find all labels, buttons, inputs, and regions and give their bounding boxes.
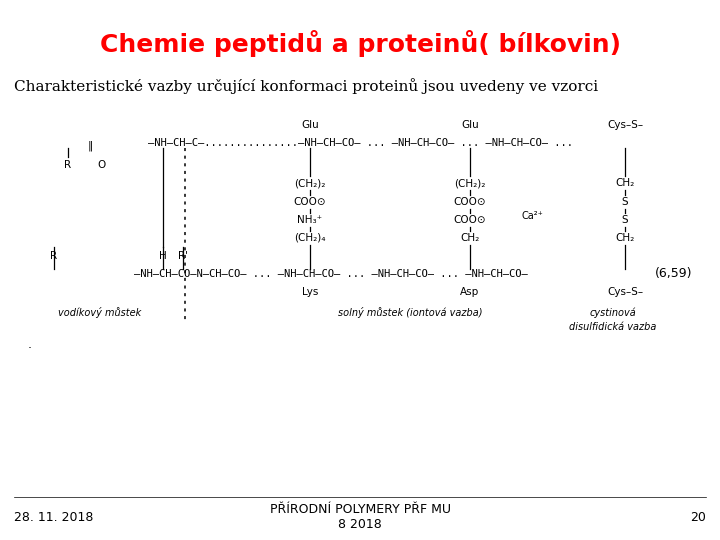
Text: S: S (621, 197, 629, 207)
Text: Asp: Asp (460, 287, 480, 297)
Text: CH₂: CH₂ (616, 178, 634, 188)
Text: ‖: ‖ (87, 141, 93, 151)
Text: PŘÍRODNÍ POLYMERY PŘF MU
8 2018: PŘÍRODNÍ POLYMERY PŘF MU 8 2018 (269, 503, 451, 531)
Text: Cys–S–: Cys–S– (607, 120, 643, 130)
Text: R: R (50, 251, 58, 261)
Text: CH₂: CH₂ (460, 233, 480, 243)
Text: CH₂: CH₂ (616, 233, 634, 243)
Text: (CH₂)₂: (CH₂)₂ (294, 178, 325, 188)
Text: cystinová: cystinová (590, 308, 636, 318)
Text: COO⊙: COO⊙ (454, 215, 486, 225)
Text: disulfidická vazba: disulfidická vazba (570, 322, 657, 332)
Text: 28. 11. 2018: 28. 11. 2018 (14, 511, 94, 524)
Text: S: S (621, 215, 629, 225)
Text: vodíkový můstek: vodíkový můstek (58, 307, 142, 319)
Text: Cys–S–: Cys–S– (607, 287, 643, 297)
Text: 20: 20 (690, 511, 706, 524)
Text: O: O (98, 160, 106, 170)
Text: –NH–CH–CO–N–CH–CO– ... –NH–CH–CO– ... –NH–CH–CO– ... –NH–CH–CO–: –NH–CH–CO–N–CH–CO– ... –NH–CH–CO– ... –N… (135, 269, 528, 279)
Text: (6,59): (6,59) (654, 267, 692, 280)
Text: Glu: Glu (461, 120, 479, 130)
Text: .: . (28, 339, 32, 352)
Text: –NH–CH–C–...............–NH–CH–CO– ... –NH–CH–CO– ... –NH–CH–CO– ...: –NH–CH–C–...............–NH–CH–CO– ... –… (148, 138, 572, 148)
Text: R: R (64, 160, 71, 170)
Text: Lys: Lys (302, 287, 318, 297)
Text: H: H (159, 251, 167, 261)
Text: Glu: Glu (301, 120, 319, 130)
Text: (CH₂)₄: (CH₂)₄ (294, 233, 325, 243)
Text: Ca²⁺: Ca²⁺ (521, 211, 543, 221)
Text: Chemie peptidů a proteinů( bílkovin): Chemie peptidů a proteinů( bílkovin) (99, 30, 621, 57)
Text: COO⊙: COO⊙ (454, 197, 486, 207)
Text: R': R' (178, 251, 188, 261)
Text: NH₃⁺: NH₃⁺ (297, 215, 323, 225)
Text: Charakteristické vazby určující konformaci proteinů jsou uvedeny ve vzorci: Charakteristické vazby určující konforma… (14, 78, 598, 94)
Text: (CH₂)₂: (CH₂)₂ (454, 178, 486, 188)
Text: solný můstek (iontová vazba): solný můstek (iontová vazba) (338, 307, 482, 319)
Text: COO⊙: COO⊙ (294, 197, 326, 207)
